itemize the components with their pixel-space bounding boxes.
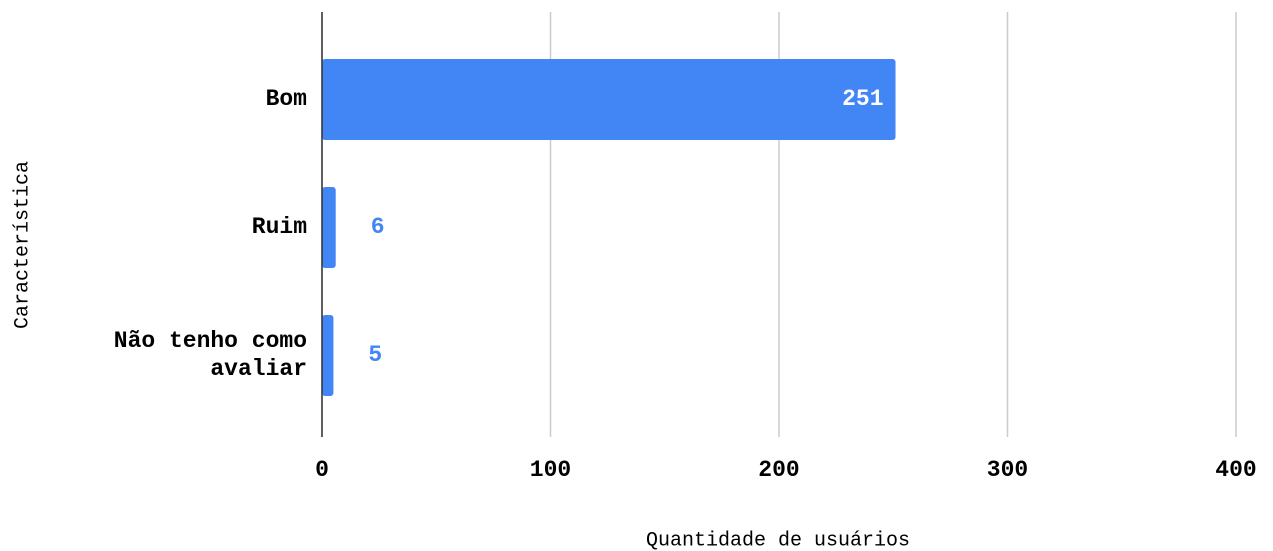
x-tick-label: 100 — [530, 457, 571, 483]
bar — [322, 59, 896, 140]
x-tick-label: 0 — [315, 457, 329, 483]
value-label: 5 — [368, 342, 382, 368]
x-tick-label: 200 — [758, 457, 799, 483]
x-axis-title: Quantidade de usuários — [646, 529, 910, 551]
x-tick-label: 300 — [987, 457, 1028, 483]
bar — [322, 187, 336, 268]
y-axis-title: Característica — [11, 161, 34, 329]
value-label: 6 — [371, 214, 385, 240]
y-tick-label: Bom — [265, 86, 307, 112]
value-label: 251 — [842, 86, 883, 112]
x-tick-label: 400 — [1215, 457, 1256, 483]
y-tick-label: Ruim — [251, 214, 307, 240]
y-tick-label: Não tenho como avaliar — [113, 328, 307, 382]
bar — [322, 315, 334, 396]
